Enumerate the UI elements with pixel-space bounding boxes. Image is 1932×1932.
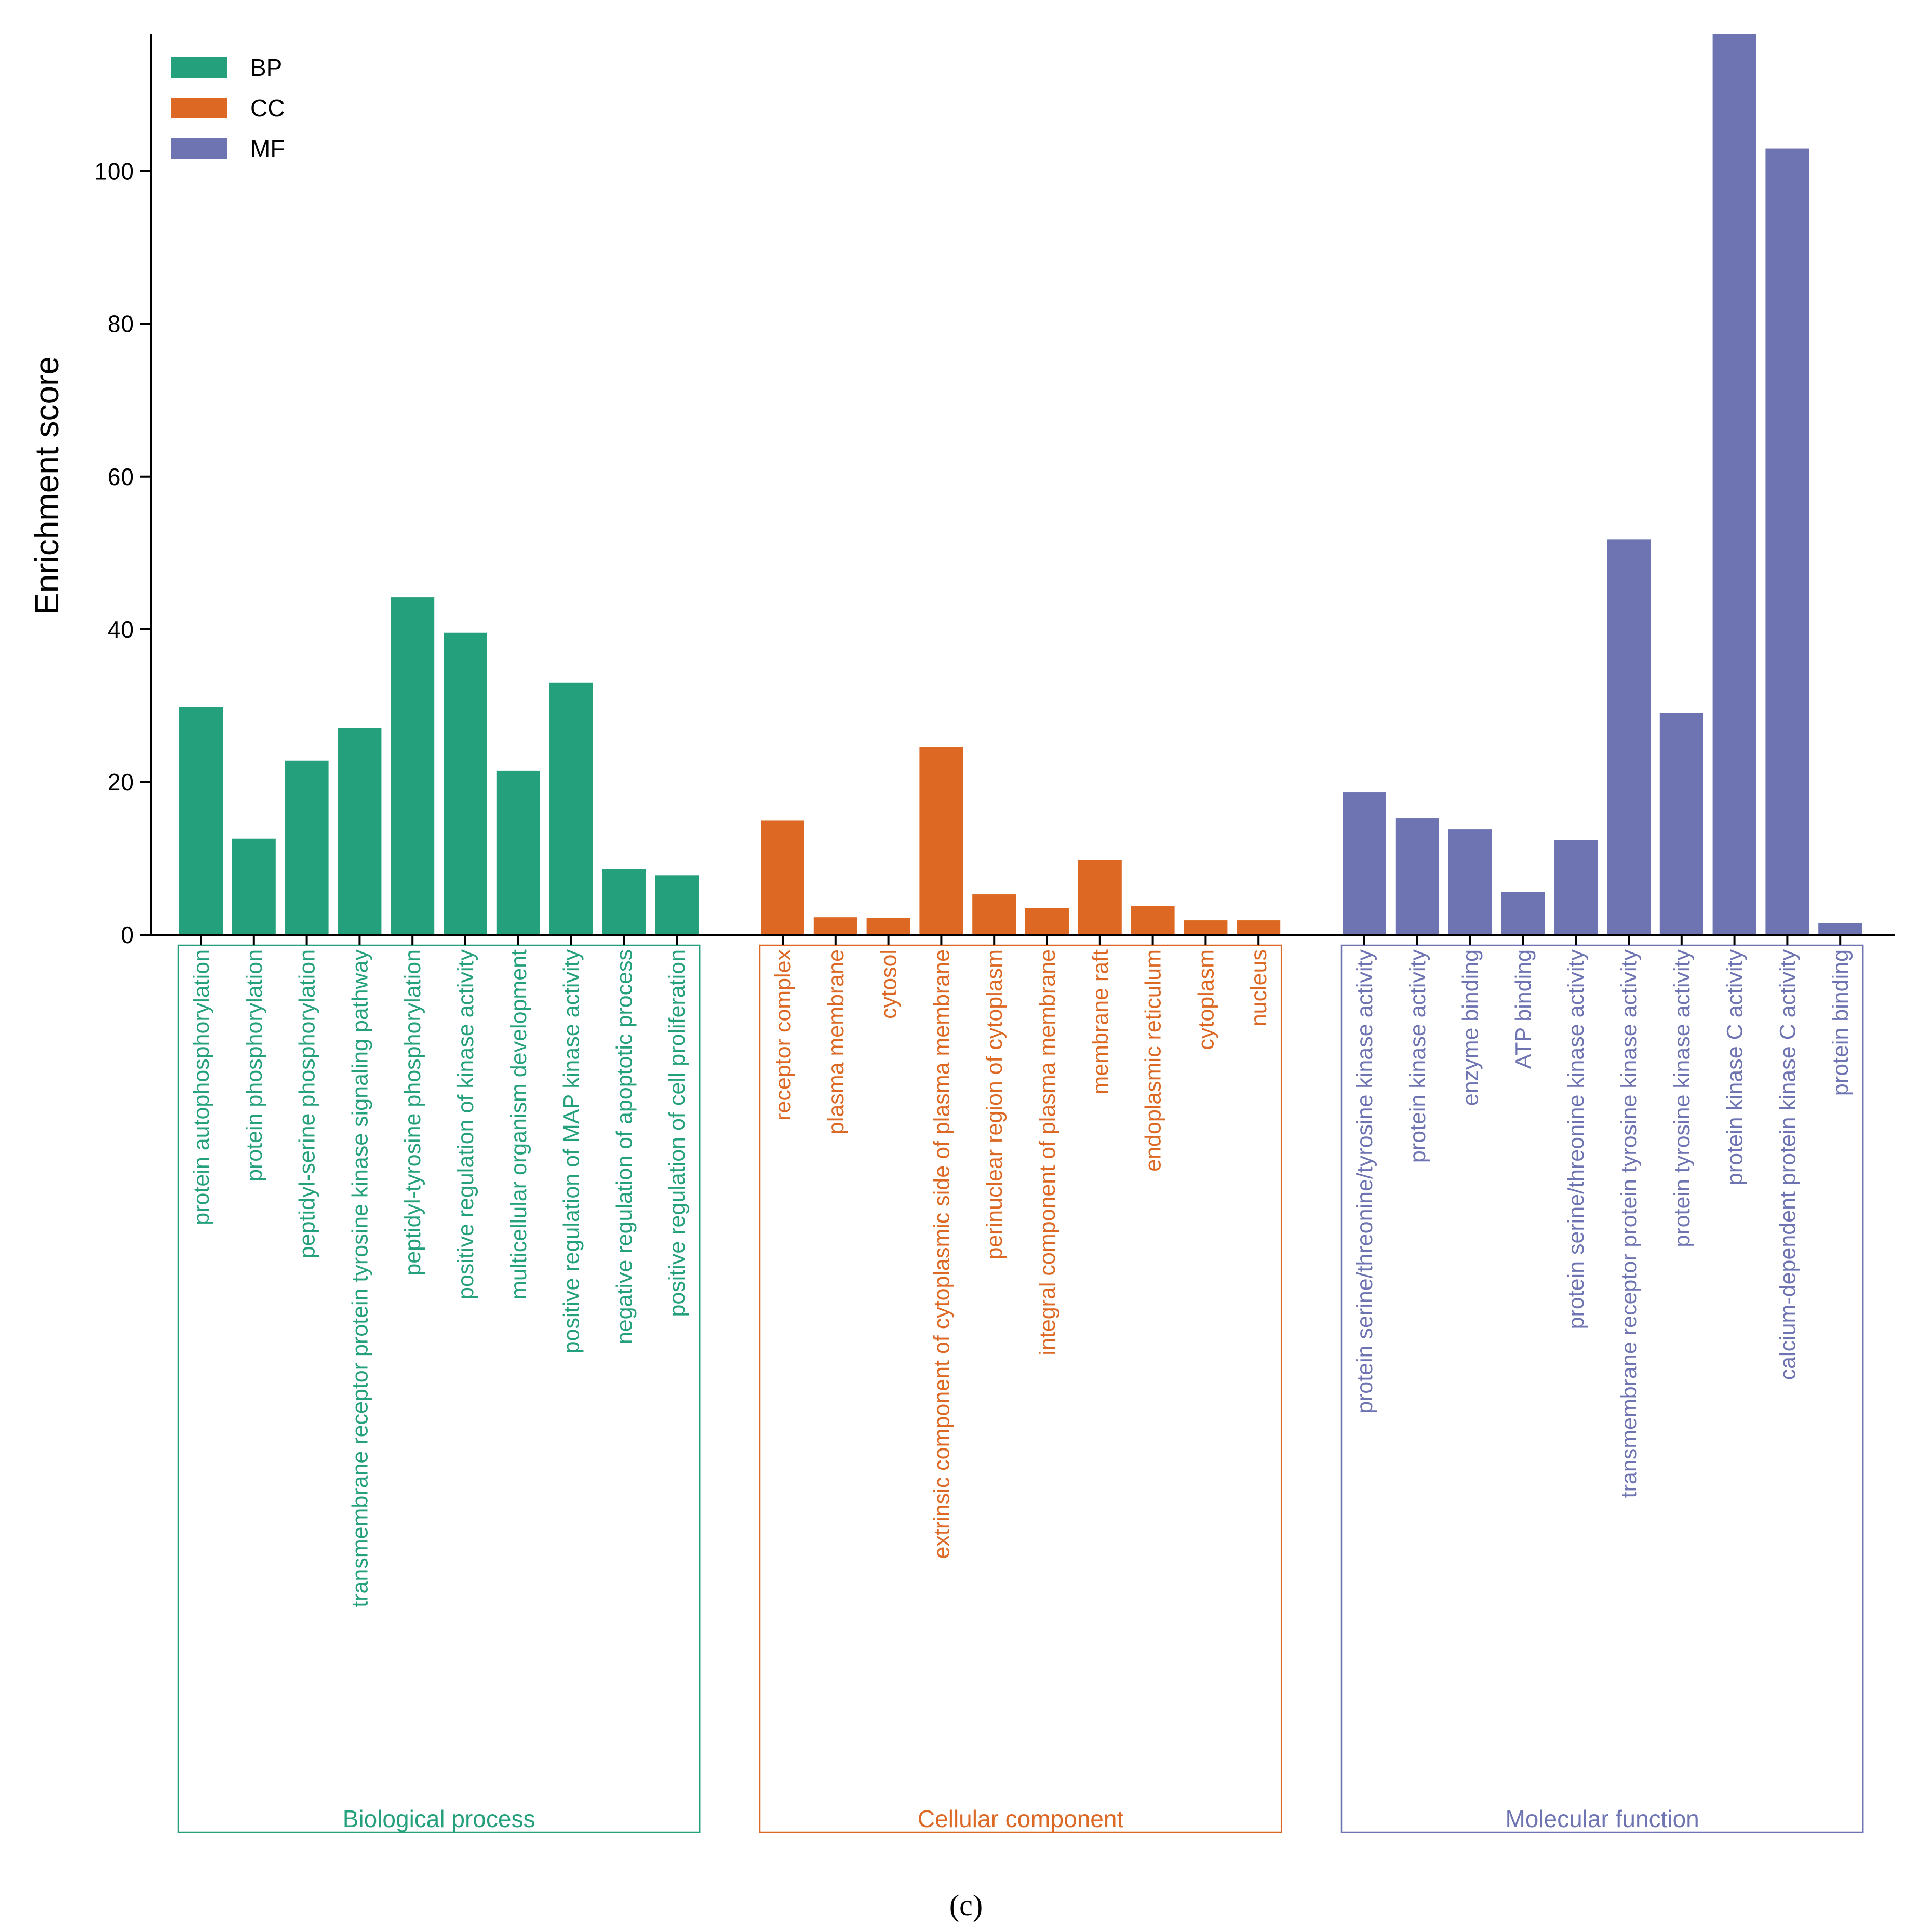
category-label: protein phosphorylation bbox=[242, 949, 267, 1182]
category-label: multicellular organism development bbox=[506, 949, 531, 1299]
category-labels: protein autophosphorylation protein phosp… bbox=[189, 949, 1853, 1607]
bar-cc bbox=[761, 820, 804, 935]
y-tick-label: 0 bbox=[120, 921, 134, 948]
category-label: receptor complex bbox=[771, 949, 796, 1121]
category-label: ATP binding bbox=[1511, 949, 1536, 1069]
bar-mf bbox=[1395, 818, 1439, 935]
bar-mf bbox=[1659, 713, 1703, 935]
y-tick-label: 20 bbox=[108, 769, 134, 796]
legend-swatch-bp bbox=[171, 57, 227, 78]
category-label: integral component of plasma membrane bbox=[1035, 949, 1060, 1356]
category-label: transmembrane receptor protein tyrosine … bbox=[347, 949, 372, 1607]
legend-swatch-mf bbox=[171, 138, 227, 159]
bar-mf bbox=[1343, 792, 1386, 935]
group-box-mf bbox=[1340, 944, 1864, 1833]
legend: BP CC MF bbox=[171, 54, 285, 162]
y-tick-label: 60 bbox=[108, 463, 134, 490]
y-axis-label: Enrichment score bbox=[28, 356, 65, 615]
category-label: cytosol bbox=[877, 949, 902, 1019]
category-label: transmembrane receptor protein tyrosine … bbox=[1617, 949, 1642, 1498]
category-label: positive regulation of MAP kinase activi… bbox=[559, 949, 584, 1354]
bar-bp bbox=[444, 632, 487, 935]
bar-cc bbox=[1025, 908, 1069, 935]
bar-cc bbox=[1131, 906, 1175, 935]
category-label: perinuclear region of cytoplasm bbox=[982, 949, 1007, 1260]
figure-caption: (c) bbox=[949, 1888, 983, 1922]
bar-cc bbox=[1078, 860, 1122, 935]
bar-bp bbox=[602, 869, 646, 935]
category-label: negative regulation of apoptotic process bbox=[612, 949, 637, 1344]
category-label: protein serine/threonine kinase activity bbox=[1564, 949, 1589, 1330]
bar-bp bbox=[496, 770, 540, 935]
bar-mf bbox=[1712, 34, 1756, 935]
y-tick-label: 40 bbox=[108, 616, 134, 643]
category-label: protein serine/threonine/tyrosine kinase… bbox=[1352, 949, 1377, 1414]
y-tick-label: 80 bbox=[108, 311, 134, 338]
category-label: endoplasmic reticulum bbox=[1141, 949, 1166, 1172]
legend-swatch-cc bbox=[171, 98, 227, 118]
group-boxes: Biological process Cellular component Mole… bbox=[177, 944, 1864, 1833]
category-label: positive regulation of kinase activity bbox=[453, 949, 478, 1300]
group-box-cc bbox=[759, 944, 1282, 1833]
bar-mf bbox=[1501, 892, 1545, 935]
bar-cc bbox=[972, 894, 1016, 935]
bar-bp bbox=[655, 875, 699, 935]
bar-bp bbox=[391, 597, 435, 935]
bar-cc bbox=[813, 917, 857, 935]
bar-bp bbox=[232, 838, 276, 935]
bars bbox=[179, 34, 1862, 935]
category-label: positive regulation of cell proliferatio… bbox=[665, 949, 690, 1317]
category-label: membrane raft bbox=[1088, 949, 1113, 1095]
category-label: nucleus bbox=[1246, 949, 1271, 1026]
bar-bp bbox=[285, 760, 329, 935]
y-ticks: 0 20 40 60 80 100 bbox=[94, 158, 151, 948]
category-label: cytoplasm bbox=[1193, 949, 1218, 1050]
category-label: peptidyl-serine phosphorylation bbox=[295, 949, 320, 1258]
category-label: calcium-dependent protein kinase C activ… bbox=[1775, 949, 1800, 1380]
category-label: extrinsic component of cytoplasmic side … bbox=[929, 949, 954, 1559]
category-label: protein tyrosine kinase activity bbox=[1670, 949, 1695, 1247]
axes bbox=[150, 34, 1895, 936]
bar-cc bbox=[1237, 920, 1281, 935]
category-label: protein autophosphorylation bbox=[189, 949, 214, 1225]
legend-label-bp: BP bbox=[250, 54, 282, 81]
bar-cc bbox=[919, 747, 963, 935]
group-label-bp: Biological process bbox=[343, 1805, 535, 1832]
bar-mf bbox=[1818, 923, 1862, 935]
bar-mf bbox=[1765, 148, 1809, 935]
bar-mf bbox=[1607, 539, 1651, 935]
category-label: enzyme binding bbox=[1458, 949, 1483, 1106]
bar-bp bbox=[179, 707, 223, 935]
legend-label-mf: MF bbox=[250, 135, 285, 162]
category-label: peptidyl-tyrosine phosphorylation bbox=[400, 949, 425, 1276]
x-ticks bbox=[200, 935, 1842, 945]
bar-cc bbox=[1184, 920, 1228, 935]
group-label-cc: Cellular component bbox=[918, 1805, 1124, 1832]
category-label: protein kinase activity bbox=[1405, 949, 1430, 1163]
bar-cc bbox=[866, 918, 910, 935]
legend-label-cc: CC bbox=[250, 95, 285, 122]
group-label-mf: Molecular function bbox=[1505, 1805, 1699, 1832]
category-label: protein kinase C activity bbox=[1723, 949, 1748, 1186]
bar-mf bbox=[1554, 840, 1598, 935]
category-label: protein binding bbox=[1828, 949, 1853, 1096]
category-label: plasma membrane bbox=[824, 949, 849, 1134]
bar-mf bbox=[1448, 829, 1492, 935]
bar-bp bbox=[549, 682, 593, 935]
y-tick-label: 100 bbox=[94, 158, 134, 185]
bar-bp bbox=[338, 728, 382, 935]
group-box-bp bbox=[177, 944, 701, 1833]
